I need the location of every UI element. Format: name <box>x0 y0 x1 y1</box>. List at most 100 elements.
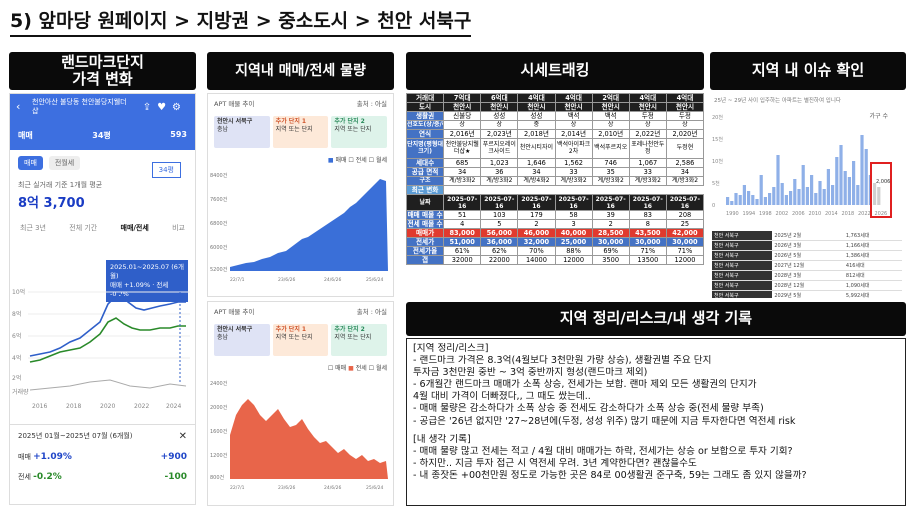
supply-cell: 1,166세대 <box>843 240 902 251</box>
table-cell: 천안시티자이 <box>517 138 556 159</box>
note-line: - 내 종잣돈 +00천만원 정도로 가능한 곳은 84로 00생활권 준구축,… <box>413 469 807 481</box>
vol-y-label: 2400건 <box>210 380 228 387</box>
table-cell: 천안시 <box>591 102 630 112</box>
supply-bar <box>864 149 868 205</box>
landmark-header: 랜드마크단지 가격 변화 <box>9 52 196 90</box>
supply-y-label: 10천 <box>712 158 723 165</box>
sale-change: +1.09% <box>33 452 72 462</box>
rent-price-line <box>29 317 186 363</box>
table-cell: 계/방3화2 <box>628 176 667 186</box>
table-row: 매매가 83,000 56,000 46,000 40,000 28,500 43,500 4… <box>406 228 704 238</box>
listing-count[interactable]: 593 <box>170 130 187 139</box>
supply-y-label: 0 <box>712 203 715 209</box>
supply-bar <box>789 191 793 205</box>
table-cell: 12000 <box>665 255 704 265</box>
table-cell: 4억대 <box>517 93 556 103</box>
note-line: - 6개월간 랜드마크 매매가 소폭 상승, 전세가는 보합. 랜마 제외 모든… <box>413 379 757 391</box>
table-row: 세대수 685 1,023 1,646 1,562 746 1,067 2,586 <box>406 158 704 168</box>
table-cell: 30,000 <box>591 237 630 247</box>
card-name: 천안시 서북구 <box>217 326 253 333</box>
vol-x-label: 25/6/24 <box>366 485 383 491</box>
supply-row: 천안 서북구 2026년 3월 1,166세대 <box>712 240 902 251</box>
region-card[interactable]: 천안시 서북구 충남 <box>214 116 270 148</box>
table-cell: 2025-07-16 <box>665 194 704 211</box>
table-cell: 상 <box>443 120 482 130</box>
table-row: 연식 2,016년 2,023년 2,018년 2,014년 2,010년 2,022년 2,… <box>406 129 704 139</box>
note-line: - 매매 물량 많고 전세는 적고 / 4월 대비 매매가는 하락, 전세가는 … <box>413 445 793 457</box>
area-dropdown[interactable]: 34평 <box>151 162 181 178</box>
note-line: 투자금 3천만원 중반 ~ 3억 중반까지 형성(랜드마크 제외) <box>413 367 648 379</box>
table-cell: 4억대 <box>554 93 593 103</box>
tab-trade[interactable]: 매매 <box>18 156 43 170</box>
close-icon[interactable]: ✕ <box>178 431 187 442</box>
supply-row: 천안 서북구 2025년 2월 1,763세대 <box>712 231 902 241</box>
notes-box: [지역 정리/리스크] - 랜드마크 가격은 8.3억(4월보다 3천만원 가량 … <box>406 338 906 506</box>
trade-type-select[interactable]: 매매 <box>18 131 33 140</box>
table-cell: 51,000 <box>443 237 482 247</box>
chart-tooltip: 2025.01~2025.07 (6개월) 매매 +1.09% · 전세 -0.… <box>106 260 188 303</box>
table-cell: 백석푸르지오 <box>591 138 630 159</box>
price-y-label: 8억 <box>12 310 21 318</box>
price-chart: 10억 8억 6억 4억 2억 거래량 2016 2018 2020 2022 … <box>12 288 190 410</box>
change-summary: 2025년 01월~2025년 07월 (6개월) ✕ 매매 +1.09% +9… <box>10 424 195 488</box>
volume-header: 지역내 매매/전세 물량 <box>207 52 394 90</box>
table-row: 전세 매물 수 4 5 2 3 2 8 25 <box>406 219 704 229</box>
table-cell: 2,022년 <box>628 129 667 139</box>
note-line: [내 생각 기록] <box>413 433 471 445</box>
price-x-label: 2022 <box>134 403 149 410</box>
supply-bar <box>852 161 856 205</box>
table-cell: 3 <box>554 219 593 229</box>
table-cell: 2025-07-16 <box>517 194 556 211</box>
highlight-value: 2,006 <box>876 179 890 185</box>
supply-bar <box>877 187 881 205</box>
note-line: 4월 대비 가격이 더빠졌다,, 그 때도 쌌는데.. <box>413 391 591 403</box>
app-action-icons[interactable]: ⇪♥⚙ <box>142 102 187 113</box>
table-cell: 13500 <box>628 255 667 265</box>
region-card[interactable]: 추가 단지 1 지역 또는 단지 <box>272 116 329 148</box>
supply-table: 천안 서북구 2025년 2월 1,763세대 천안 서북구 2026년 3월 1,166… <box>712 231 902 298</box>
period-tab-all[interactable]: 전체 기간 <box>69 224 98 232</box>
period-tab-compare[interactable]: 비교 <box>172 224 185 232</box>
back-arrow-icon[interactable]: ‹ <box>16 100 21 113</box>
region-card[interactable]: 추가 단지 1 지역 또는 단지 <box>272 324 329 356</box>
table-row: 생활권 신불당 성성 성성 백석 백석 두정 두정 <box>406 111 704 121</box>
region-card[interactable]: 추가 단지 2 지역 또는 단지 <box>331 116 388 148</box>
rent-change: -0.2% <box>33 472 62 482</box>
sale-volume-panel: APT 매물 추이 출처 : 아실 천안시 서북구 충남 추가 단지 1 지역 또는 … <box>207 93 394 297</box>
supply-cell: 2026년 3월 <box>772 240 844 251</box>
table-cell: 8 <box>628 219 667 229</box>
table-cell: 천안시 <box>517 102 556 112</box>
supply-bar <box>831 185 835 205</box>
vol-y-label: 7600건 <box>210 196 228 203</box>
table-cell: 상 <box>591 120 630 130</box>
supply-bar <box>755 199 759 205</box>
table-cell: 6억대 <box>480 93 519 103</box>
supply-bar <box>856 185 860 205</box>
table-cell: 2,016년 <box>443 129 482 139</box>
period-tab-3y[interactable]: 최근 3년 <box>20 224 46 232</box>
area-select[interactable]: 34평 <box>92 131 111 140</box>
period-tab-trade-rent[interactable]: 매매/전세 <box>120 224 149 232</box>
vol-y-label: 1200건 <box>210 452 228 459</box>
price-x-label: 2024 <box>166 403 181 410</box>
price-y-label: 2억 <box>12 374 21 382</box>
table-cell: 46,000 <box>517 228 556 238</box>
sale-volume-area <box>230 179 388 271</box>
table-cell: 34 <box>665 167 704 177</box>
table-cell: 2,018년 <box>517 129 556 139</box>
table-cell: 포레나천안두정 <box>628 138 667 159</box>
table-cell: 32000 <box>443 255 482 265</box>
table-cell: 30,000 <box>665 237 704 247</box>
vol-y-label: 800건 <box>210 474 225 481</box>
region-card[interactable]: 추가 단지 2 지역 또는 단지 <box>331 324 388 356</box>
summary-header: 2025년 01월~2025년 07월 (6개월) ✕ <box>18 431 187 442</box>
tab-rent[interactable]: 전월세 <box>48 156 81 170</box>
region-card[interactable]: 천안시 서북구 충남 <box>214 324 270 356</box>
row-label: 선호도(상/중/하) <box>406 120 445 130</box>
table-cell: 39 <box>591 210 630 220</box>
row-label: 단지명(평형대크기) <box>406 138 445 159</box>
supply-x-label: 2010 <box>809 211 822 217</box>
table-cell: 7억대 <box>443 93 482 103</box>
app-filter-row: 매매 34평 593 <box>18 130 187 141</box>
table-cell: 백석 <box>554 111 593 121</box>
